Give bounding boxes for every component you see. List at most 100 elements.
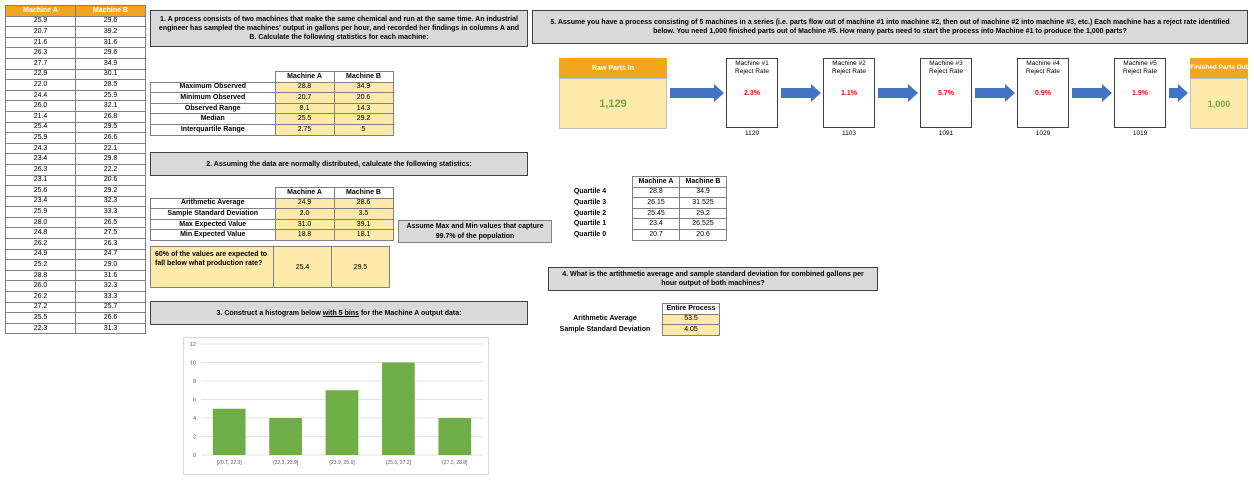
cell-machine-a[interactable]: 25.6 — [5, 185, 76, 197]
machine-2-box[interactable]: Machine #2 Reject Rate 1.1% — [823, 58, 875, 128]
histogram-bar[interactable] — [438, 418, 472, 455]
cell-machine-a[interactable]: 25.9 — [5, 15, 76, 28]
quartile-value-b[interactable]: 34.9 — [679, 186, 727, 199]
quartile-value-b[interactable]: 29.2 — [679, 207, 727, 220]
cell-machine-b[interactable]: 26.5 — [75, 216, 146, 229]
cell-machine-b[interactable]: 26.3 — [75, 238, 146, 250]
cell-machine-a[interactable]: 23.1 — [5, 174, 76, 187]
cell-machine-a[interactable]: 26.0 — [5, 100, 76, 112]
histogram-bar[interactable] — [325, 390, 359, 455]
cell-machine-b[interactable]: 26.6 — [75, 312, 146, 324]
combined-value[interactable]: 4.05 — [662, 324, 720, 336]
cell-machine-a[interactable]: 22.0 — [5, 79, 76, 91]
q1-stat-value-b[interactable]: 34.9 — [333, 81, 394, 94]
cell-machine-a[interactable]: 23.4 — [5, 153, 76, 165]
cell-machine-b[interactable]: 32.3 — [75, 195, 146, 208]
cell-machine-b[interactable]: 31.3 — [75, 322, 146, 335]
cell-machine-a[interactable]: 26.2 — [5, 291, 76, 303]
cell-machine-a[interactable]: 21.4 — [5, 110, 76, 123]
cell-machine-a[interactable]: 25.2 — [5, 259, 76, 271]
cell-machine-a[interactable]: 25.4 — [5, 121, 76, 134]
combined-value[interactable]: 53.5 — [662, 313, 720, 326]
quartile-value-a[interactable]: 23.4 — [632, 218, 680, 230]
quartile-col-b-header[interactable]: Machine B — [679, 176, 727, 188]
q1-stat-value-a[interactable]: 20.7 — [274, 92, 335, 104]
quartile-value-a[interactable]: 25.45 — [632, 207, 680, 220]
cell-machine-b[interactable]: 20.6 — [75, 174, 146, 187]
q2-col-b-header[interactable]: Machine B — [333, 187, 394, 199]
q1-stat-value-a[interactable]: 28.8 — [274, 81, 335, 94]
cell-machine-b[interactable]: 30.1 — [75, 68, 146, 81]
cell-machine-b[interactable]: 24.7 — [75, 248, 146, 261]
q1-stat-value-b[interactable]: 29.2 — [333, 113, 394, 125]
header-machine-b[interactable]: Machine B — [75, 5, 146, 17]
machine-4-box[interactable]: Machine #4 Reject Rate 0.9% — [1017, 58, 1069, 128]
cell-machine-a[interactable]: 21.6 — [5, 36, 76, 49]
cell-machine-a[interactable]: 26.3 — [5, 47, 76, 59]
q1-stat-value-b[interactable]: 20.6 — [333, 92, 394, 104]
cell-machine-b[interactable]: 29.6 — [75, 47, 146, 59]
q2-stat-value-a[interactable]: 31.0 — [274, 218, 335, 231]
cell-machine-a[interactable]: 25.9 — [5, 206, 76, 218]
reject-rate[interactable]: 0.9% — [1035, 90, 1051, 97]
reject-rate[interactable]: 1.9% — [1132, 90, 1148, 97]
combined-col-header[interactable]: Entire Process — [662, 303, 720, 315]
q2-col-a-header[interactable]: Machine A — [274, 187, 335, 199]
cell-machine-b[interactable]: 29.8 — [75, 153, 146, 165]
cell-machine-a[interactable]: 24.8 — [5, 227, 76, 240]
raw-parts-value[interactable]: 1,129 — [559, 78, 667, 129]
q2-stat-value-a[interactable]: 2.0 — [274, 208, 335, 220]
q1-stat-value-b[interactable]: 14.3 — [333, 102, 394, 115]
q1-col-b-header[interactable]: Machine B — [333, 71, 394, 83]
machine-3-box[interactable]: Machine #3 Reject Rate 5.7% — [920, 58, 972, 128]
cell-machine-b[interactable]: 31.6 — [75, 36, 146, 49]
histogram-bar[interactable] — [382, 362, 415, 456]
cell-machine-b[interactable]: 25.9 — [75, 89, 146, 102]
percentile-value-b[interactable]: 29.5 — [331, 246, 390, 288]
quartile-value-a[interactable]: 26.15 — [632, 197, 680, 209]
quartile-value-b[interactable]: 31.525 — [679, 197, 727, 209]
q2-stat-value-b[interactable]: 39.1 — [333, 218, 394, 231]
cell-machine-a[interactable]: 23.4 — [5, 195, 76, 208]
cell-machine-b[interactable]: 22.2 — [75, 163, 146, 176]
cell-machine-a[interactable]: 24.3 — [5, 142, 76, 155]
percentile-value-a[interactable]: 25.4 — [273, 246, 332, 288]
cell-machine-b[interactable]: 29.5 — [75, 121, 146, 134]
cell-machine-a[interactable]: 27.2 — [5, 301, 76, 314]
cell-machine-b[interactable]: 29.2 — [75, 185, 146, 197]
q2-stat-value-b[interactable]: 28.6 — [333, 197, 394, 210]
cell-machine-b[interactable]: 33.3 — [75, 291, 146, 303]
cell-machine-a[interactable]: 25.9 — [5, 132, 76, 144]
cell-machine-b[interactable]: 34.9 — [75, 57, 146, 70]
quartile-col-a-header[interactable]: Machine A — [632, 176, 680, 188]
machine-1-box[interactable]: Machine #1 Reject Rate 2.3% — [726, 58, 778, 128]
q1-stat-value-a[interactable]: 25.5 — [274, 113, 335, 125]
cell-machine-a[interactable]: 28.0 — [5, 216, 76, 229]
cell-machine-b[interactable]: 29.0 — [75, 259, 146, 271]
cell-machine-a[interactable]: 20.7 — [5, 26, 76, 38]
q2-stat-value-a[interactable]: 18.8 — [274, 229, 335, 241]
cell-machine-a[interactable]: 28.8 — [5, 269, 76, 282]
reject-rate[interactable]: 5.7% — [938, 90, 954, 97]
cell-machine-b[interactable]: 26.8 — [75, 110, 146, 123]
quartile-value-a[interactable]: 20.7 — [632, 228, 680, 241]
q1-stat-value-b[interactable]: 5 — [333, 123, 394, 136]
quartile-value-b[interactable]: 26.525 — [679, 218, 727, 230]
histogram-bar[interactable] — [212, 408, 246, 455]
q2-stat-value-a[interactable]: 24.9 — [274, 197, 335, 210]
cell-machine-a[interactable]: 26.0 — [5, 280, 76, 293]
cell-machine-a[interactable]: 24.4 — [5, 89, 76, 102]
finished-parts-value[interactable]: 1,000 — [1190, 78, 1248, 129]
machine-5-box[interactable]: Machine #5 Reject Rate 1.9% — [1114, 58, 1166, 128]
cell-machine-b[interactable]: 26.6 — [75, 132, 146, 144]
cell-machine-a[interactable]: 27.7 — [5, 57, 76, 70]
cell-machine-b[interactable]: 31.6 — [75, 269, 146, 282]
q2-stat-value-b[interactable]: 18.1 — [333, 229, 394, 241]
cell-machine-b[interactable]: 22.1 — [75, 142, 146, 155]
cell-machine-a[interactable]: 22.3 — [5, 322, 76, 335]
histogram-chart[interactable]: 0 2 4 6 8 10 12 [20.7, 22.3] (22.3, 23.9] (23.9, … — [183, 337, 489, 475]
cell-machine-a[interactable]: 24.9 — [5, 248, 76, 261]
cell-machine-b[interactable]: 27.5 — [75, 227, 146, 240]
cell-machine-b[interactable]: 25.7 — [75, 301, 146, 314]
quartile-value-b[interactable]: 20.6 — [679, 228, 727, 241]
